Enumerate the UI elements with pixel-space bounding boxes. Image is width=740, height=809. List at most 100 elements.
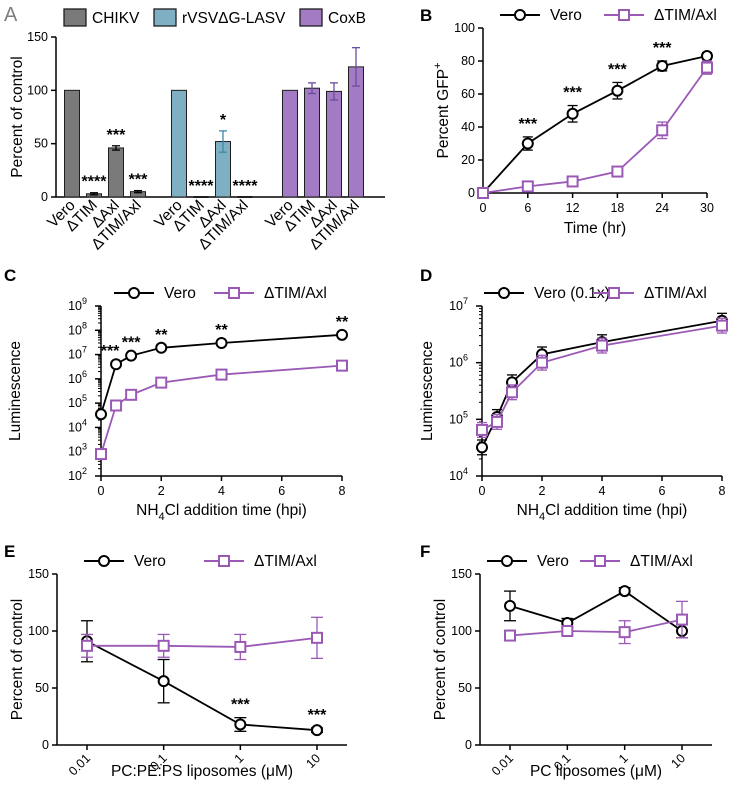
marker-circle: [95, 408, 107, 421]
marker-circle: [476, 441, 488, 454]
marker-square: [157, 639, 170, 652]
marker-square: [561, 625, 574, 637]
y-axis-label: Luminescence: [419, 341, 436, 441]
marker-square: [506, 386, 518, 399]
y-tick-exp: 6: [82, 369, 87, 379]
y-axis-label: Percent GFP+: [432, 62, 452, 158]
series-line: [482, 55, 708, 194]
marker-square: [476, 423, 488, 436]
panel-letter: A: [4, 4, 18, 26]
series-line: [509, 590, 683, 632]
marker-square: [608, 287, 620, 299]
y-tick-label: 107: [449, 296, 468, 313]
significance-label: ****: [233, 178, 259, 195]
x-tick-label: 10: [303, 751, 323, 771]
y-tick-base: 10: [449, 412, 463, 426]
significance-label: ****: [189, 178, 215, 195]
y-tick-exp: 5: [463, 409, 468, 419]
bar: [282, 89, 298, 198]
y-tick-label: 0: [41, 190, 48, 204]
x-axis-label-sub: 4: [159, 511, 165, 523]
series-line: [86, 640, 318, 732]
y-axis-label: Percent of control: [9, 56, 26, 177]
series-line: [100, 364, 343, 455]
y-tick-label: 104: [449, 466, 468, 483]
marker-circle: [234, 718, 247, 731]
marker-square: [676, 613, 688, 626]
y-tick-label: 105: [68, 393, 87, 410]
y-tick-label: 0: [468, 186, 475, 200]
marker-square: [536, 356, 548, 369]
marker-circle: [215, 336, 228, 349]
x-tick-label: 8: [339, 484, 346, 498]
marker-square: [311, 631, 323, 644]
legend-label: ΔTIM/Axl: [254, 553, 317, 570]
y-tick-base: 10: [68, 372, 82, 386]
significance-label: ***: [308, 707, 327, 724]
bar: [171, 89, 187, 198]
marker-circle: [618, 585, 631, 598]
y-tick-label: 150: [451, 567, 472, 581]
y-axis-label-text: Luminescence: [419, 341, 436, 441]
marker-square: [521, 180, 534, 193]
series-line: [509, 618, 683, 637]
y-tick-label: 106: [449, 353, 468, 370]
y-tick-label: 20: [461, 153, 475, 167]
significance-label: ***: [608, 61, 627, 78]
x-tick-label: 6: [659, 484, 666, 498]
x-tick-label: 2: [158, 484, 165, 498]
y-tick-base: 10: [68, 420, 82, 434]
y-tick-label: 108: [68, 320, 87, 337]
y-tick-label: 100: [454, 21, 475, 35]
y-axis-label-text: Percent of control: [9, 56, 26, 177]
significance-label: ***: [653, 40, 672, 57]
marker-square: [701, 61, 713, 74]
legend-label: Vero: [550, 7, 582, 24]
marker-circle: [514, 9, 526, 21]
legend-swatch: [153, 8, 177, 27]
marker-circle: [128, 287, 140, 299]
legend-label: CHIKV: [92, 10, 140, 27]
y-tick-label: 104: [68, 417, 87, 434]
legend-label: ΔTIM/Axl: [264, 285, 327, 302]
y-tick-label: 106: [68, 369, 87, 386]
significance-label: **: [336, 314, 349, 331]
panel-letter: F: [420, 542, 430, 561]
significance-label: ***: [231, 697, 250, 714]
x-axis-label: NH4Cl addition time (hpi): [517, 502, 688, 523]
significance-label: ***: [129, 172, 148, 189]
legend-label: Vero: [537, 553, 569, 570]
y-tick-exp: 9: [82, 296, 87, 306]
significance-label: *: [220, 112, 227, 129]
x-axis-label-sub: 4: [539, 511, 545, 523]
marker-square: [618, 9, 630, 21]
bar: [64, 89, 80, 198]
y-tick-label: 40: [461, 120, 475, 134]
marker-square: [218, 555, 230, 567]
marker-circle: [566, 107, 579, 120]
legend-label: Vero (0.1x): [534, 285, 610, 302]
marker-circle: [155, 341, 168, 354]
x-tick-label: 0.01: [66, 751, 93, 778]
y-axis-label: Percent of control: [432, 599, 449, 720]
significance-label: ***: [122, 335, 141, 352]
x-axis-label-part: Cl addition time (hpi): [545, 502, 687, 519]
significance-label: ***: [101, 343, 120, 360]
y-axis-label: Luminescence: [7, 341, 24, 441]
x-tick-label: 6: [524, 201, 531, 215]
marker-square: [215, 368, 228, 381]
y-tick-label: 50: [35, 681, 49, 695]
x-tick-label: 10: [668, 751, 688, 771]
marker-circle: [110, 358, 123, 371]
bar: [304, 87, 320, 198]
y-tick-base: 10: [449, 299, 463, 313]
marker-square: [81, 639, 93, 652]
y-tick-base: 10: [68, 469, 82, 483]
y-axis-label-text: Luminescence: [7, 341, 24, 441]
marker-circle: [157, 675, 170, 688]
y-tick-label: 150: [27, 30, 48, 44]
